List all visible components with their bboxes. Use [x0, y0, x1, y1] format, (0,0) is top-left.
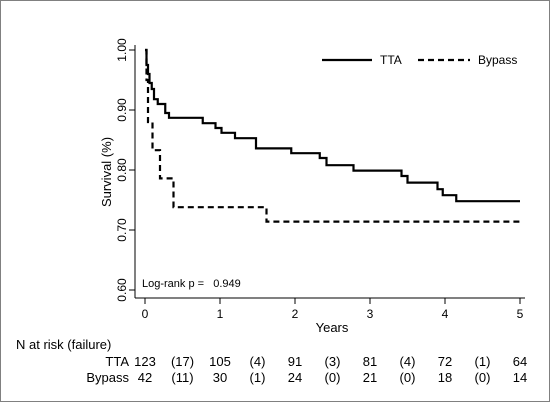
y-tick-label: 0.80: [115, 158, 129, 182]
risk-cell: 42: [138, 370, 152, 385]
risk-cell: 24: [288, 370, 302, 385]
risk-cell: 123: [134, 354, 156, 369]
legend: TTA Bypass: [322, 53, 517, 67]
risk-cell: (4): [400, 354, 416, 369]
risk-cell: (1): [250, 370, 266, 385]
risk-cell: 21: [363, 370, 377, 385]
x-axis-title: Years: [316, 320, 349, 335]
risk-cell: (3): [325, 354, 341, 369]
series-bypass-line: [145, 48, 520, 223]
risk-table-title: N at risk (failure): [16, 337, 111, 352]
risk-cell: (1): [475, 354, 491, 369]
risk-cell: (0): [325, 370, 341, 385]
risk-cell: 30: [213, 370, 227, 385]
risk-cell: 81: [363, 354, 377, 369]
risk-cell: 91: [288, 354, 302, 369]
x-tick-label: 2: [292, 307, 299, 321]
y-axis-title: Survival (%): [99, 137, 114, 207]
risk-cell: (4): [250, 354, 266, 369]
x-ticks: 0 1 2 3 4 5: [142, 298, 524, 321]
risk-cell: 18: [438, 370, 452, 385]
series-layer: [145, 48, 520, 223]
risk-cell: 72: [438, 354, 452, 369]
x-tick-label: 5: [517, 307, 524, 321]
legend-label-tta: TTA: [380, 53, 402, 67]
risk-cell: (0): [400, 370, 416, 385]
series-tta-line: [145, 48, 520, 203]
risk-cell: 14: [513, 370, 527, 385]
x-tick-label: 0: [142, 307, 149, 321]
risk-cell: (0): [475, 370, 491, 385]
y-tick-label: 0.90: [115, 98, 129, 122]
risk-cell: (17): [171, 354, 194, 369]
logrank-annotation: Log-rank p = 0.949: [142, 278, 241, 290]
x-tick-label: 1: [217, 307, 224, 321]
risk-cell: 64: [513, 354, 527, 369]
x-tick-label: 4: [442, 307, 449, 321]
y-ticks: 0.60 0.70 0.80 0.90 1.00: [115, 38, 135, 302]
y-tick-label: 0.60: [115, 278, 129, 302]
x-tick-label: 3: [367, 307, 374, 321]
risk-cell: (11): [171, 370, 193, 385]
legend-label-bypass: Bypass: [478, 53, 517, 67]
risk-row-label: TTA: [105, 354, 129, 369]
risk-table: TTA 123 (17) 105 (4) 91 (3) 81 (4) 72 (1) 64 Bypass 4…: [86, 354, 527, 385]
y-tick-label: 1.00: [115, 38, 129, 62]
risk-cell: 105: [209, 354, 231, 369]
risk-row-label: Bypass: [86, 370, 129, 385]
y-tick-label: 0.70: [115, 218, 129, 242]
